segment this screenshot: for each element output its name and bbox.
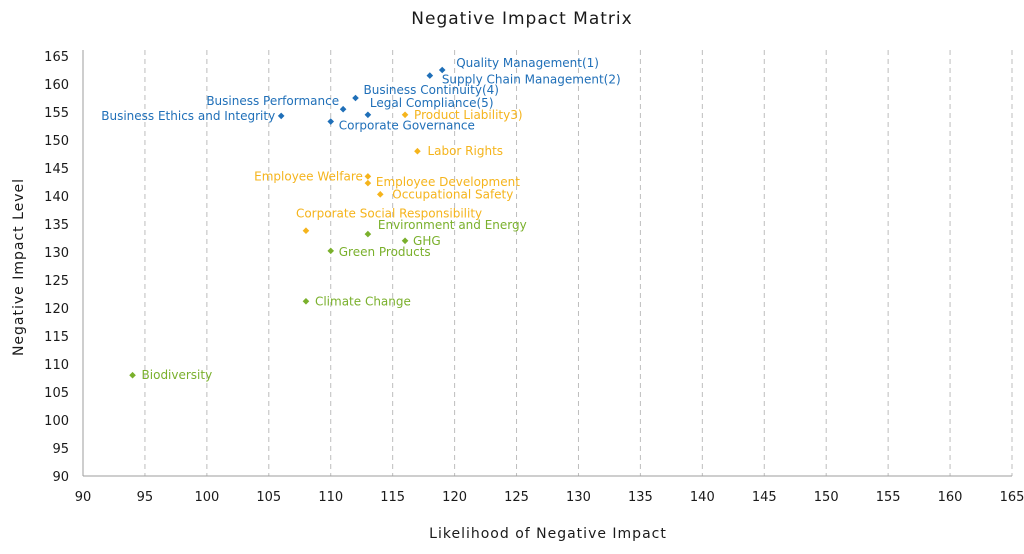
- data-point-marker: [327, 118, 335, 125]
- y-tick-label: 125: [44, 274, 69, 289]
- data-point-marker: [414, 147, 421, 155]
- data-point-label: Quality Management(1): [456, 56, 599, 70]
- x-tick-label: 165: [1000, 490, 1024, 505]
- data-point-label: Legal Compliance(5): [370, 96, 494, 110]
- data-point-marker: [364, 179, 372, 187]
- y-tick-label: 105: [44, 386, 69, 401]
- x-tick-label: 100: [194, 490, 219, 505]
- x-tick-label: 130: [566, 490, 591, 505]
- data-point-marker: [376, 191, 384, 198]
- x-tick-label: 105: [256, 490, 281, 505]
- data-point-label: Supply Chain Management(2): [442, 73, 621, 87]
- data-point-label: Biodiversity: [142, 368, 213, 382]
- y-tick-label: 150: [44, 134, 69, 149]
- y-tick-labels: 90 95 100 105 110 115 120 125 130 135 140 145 150 155…: [44, 50, 69, 485]
- data-point-marker: [277, 112, 285, 120]
- x-tick-label: 120: [442, 490, 467, 505]
- x-tick-label: 125: [504, 490, 529, 505]
- data-point-label: Labor Rights: [427, 144, 503, 158]
- y-tick-label: 90: [52, 470, 69, 485]
- data-point-label: Employee Development: [376, 175, 520, 189]
- y-tick-label: 165: [44, 50, 69, 65]
- y-tick-label: 160: [44, 78, 69, 93]
- x-tick-label: 145: [752, 490, 777, 505]
- x-tick-label: 155: [876, 490, 901, 505]
- y-tick-label: 145: [44, 162, 69, 177]
- data-point-label: Occupational Safety: [392, 187, 513, 201]
- data-point-label: Corporate Social Responsibility: [296, 207, 482, 221]
- y-tick-label: 140: [44, 190, 69, 205]
- data-point-marker: [302, 297, 310, 305]
- data-point-marker: [438, 66, 446, 74]
- y-tick-label: 100: [44, 414, 69, 429]
- data-points: Quality Management(1) Supply Chain Manage…: [101, 56, 620, 382]
- data-point-marker: [352, 94, 359, 102]
- y-tick-label: 120: [44, 302, 69, 317]
- x-tick-label: 140: [690, 490, 715, 505]
- y-tick-label: 110: [44, 358, 69, 373]
- data-point-marker: [129, 371, 136, 379]
- data-point-label: Business Performance: [206, 94, 339, 108]
- data-point-marker: [339, 105, 347, 113]
- data-point-label: GHG: [413, 234, 441, 248]
- data-point-label: Employee Welfare: [254, 169, 363, 183]
- data-point-marker: [401, 111, 409, 119]
- x-tick-label: 110: [318, 490, 343, 505]
- y-tick-label: 115: [44, 330, 69, 345]
- x-tick-label: 160: [938, 490, 963, 505]
- data-point-label: Product Liability3): [414, 108, 523, 122]
- x-tick-label: 95: [137, 490, 154, 505]
- data-point-marker: [401, 237, 409, 245]
- data-point-label: Green Products: [339, 245, 431, 259]
- y-tick-label: 155: [44, 106, 69, 121]
- x-tick-label: 90: [75, 490, 92, 505]
- data-point-marker: [426, 72, 434, 79]
- y-tick-label: 130: [44, 246, 69, 261]
- data-point-marker: [364, 111, 372, 119]
- y-axis-title: Negative Impact Level: [11, 178, 27, 356]
- data-point-label: Environment and Energy: [378, 218, 527, 232]
- data-point-label: Corporate Governance: [339, 119, 475, 133]
- x-tick-labels: 90 95 100 105 110 115 120 125 130 135 140 145 150 155…: [75, 490, 1024, 505]
- grid-lines: [82, 50, 1013, 476]
- data-point-label: Climate Change: [315, 294, 411, 308]
- x-tick-label: 150: [814, 490, 839, 505]
- data-point-marker: [302, 227, 310, 235]
- data-point-label: Business Continuity(4): [364, 83, 499, 97]
- data-point-label: Business Ethics and Integrity: [101, 109, 275, 123]
- data-point-marker: [364, 173, 372, 180]
- y-tick-label: 135: [44, 218, 69, 233]
- chart-title: Negative Impact Matrix: [411, 9, 632, 29]
- axes: [82, 50, 1012, 477]
- data-point-marker: [327, 247, 335, 255]
- y-tick-label: 95: [52, 442, 69, 457]
- data-point-marker: [364, 230, 372, 238]
- x-tick-label: 135: [628, 490, 653, 505]
- x-tick-label: 115: [380, 490, 405, 505]
- x-axis-title: Likelihood of Negative Impact: [429, 526, 667, 542]
